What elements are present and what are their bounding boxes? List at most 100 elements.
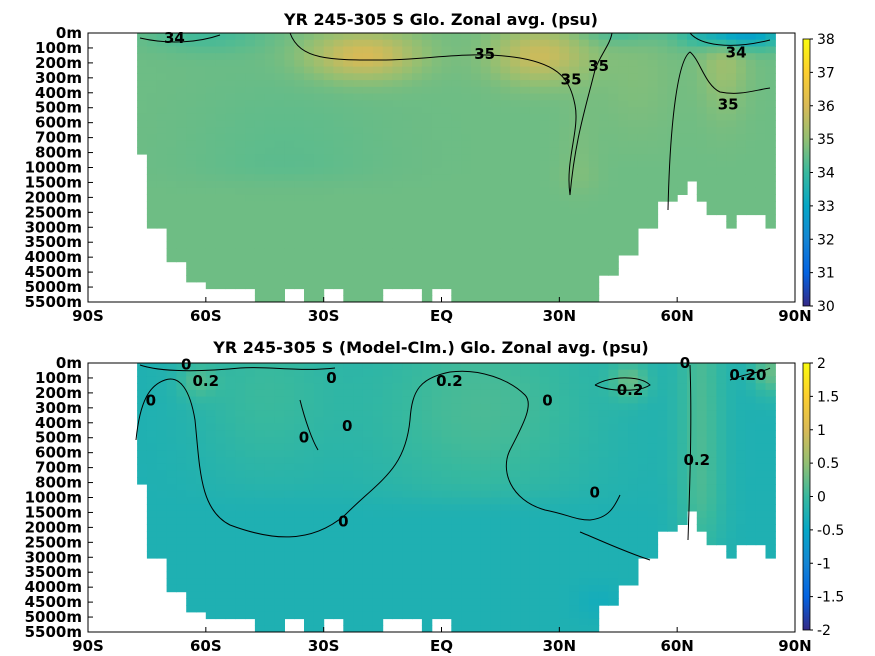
heatmap-cell: [304, 531, 315, 539]
heatmap-cell: [451, 113, 462, 121]
heatmap-cell: [618, 187, 629, 195]
heatmap-cell: [215, 537, 227, 546]
heatmap-cell: [687, 33, 698, 41]
heatmap-cell: [264, 437, 276, 445]
heatmap-cell: [755, 160, 767, 169]
heatmap-cell: [421, 517, 433, 525]
heatmap-cell: [392, 275, 403, 283]
heatmap-cell: [549, 369, 560, 377]
heatmap-cell: [755, 194, 767, 202]
heatmap-cell: [362, 463, 374, 472]
heatmap-cell: [431, 396, 443, 404]
heatmap-cell: [618, 551, 629, 559]
heatmap-cell: [765, 113, 776, 121]
heatmap-cell: [598, 66, 609, 74]
heatmap-cell: [137, 39, 148, 47]
heatmap-cell: [637, 443, 649, 451]
heatmap-cell: [667, 470, 678, 478]
heatmap-cell: [254, 207, 266, 216]
heatmap-cell: [343, 497, 354, 505]
heatmap-cell: [421, 154, 433, 162]
heatmap-cell: [245, 234, 256, 243]
heatmap-cell: [343, 46, 354, 54]
heatmap-cell: [353, 160, 364, 169]
heatmap-cell: [618, 53, 629, 61]
heatmap-cell: [313, 194, 325, 202]
heatmap-cell: [353, 221, 364, 229]
heatmap-cell: [520, 410, 531, 418]
heatmap-cell: [294, 214, 305, 222]
heatmap-cell: [215, 160, 227, 169]
heatmap-cell: [362, 120, 374, 128]
heatmap-cell: [362, 470, 374, 478]
heatmap-cell: [431, 66, 443, 74]
heatmap-cell: [471, 443, 482, 451]
heatmap-cell: [598, 261, 609, 269]
heatmap-cell: [264, 194, 276, 202]
heatmap-cell: [412, 383, 423, 391]
heatmap-cell: [333, 53, 344, 61]
heatmap-cell: [362, 598, 374, 606]
heatmap-cell: [716, 430, 727, 438]
heatmap-cell: [736, 376, 747, 384]
heatmap-cell: [451, 214, 462, 222]
heatmap-cell: [598, 147, 609, 155]
heatmap-cell: [480, 484, 492, 492]
heatmap-cell: [421, 430, 433, 438]
heatmap-cell: [559, 154, 570, 162]
heatmap-cell: [343, 174, 354, 182]
heatmap-cell: [647, 383, 659, 391]
heatmap-cell: [264, 517, 276, 525]
heatmap-cell: [520, 107, 531, 115]
heatmap-cell: [225, 221, 236, 229]
heatmap-cell: [559, 228, 570, 236]
heatmap-cell: [628, 437, 639, 445]
heatmap-cell: [529, 221, 541, 229]
heatmap-cell: [598, 93, 609, 101]
heatmap-cell: [745, 470, 757, 478]
heatmap-cell: [549, 180, 560, 189]
heatmap-cell: [382, 517, 393, 525]
heatmap-cell: [245, 254, 256, 263]
heatmap-cell: [176, 86, 187, 95]
heatmap-cell: [588, 187, 600, 195]
heatmap-cell: [677, 369, 688, 377]
heatmap-cell: [431, 605, 443, 613]
heatmap-cell: [186, 584, 197, 593]
heatmap-cell: [196, 120, 207, 128]
heatmap-cell: [274, 66, 285, 74]
heatmap-cell: [637, 363, 649, 371]
heatmap-cell: [402, 154, 413, 162]
heatmap-cell: [608, 517, 619, 525]
heatmap-cell: [520, 490, 531, 499]
x-tick-label: 60N: [660, 637, 693, 655]
heatmap-cell: [745, 154, 757, 162]
heatmap-cell: [569, 113, 580, 121]
heatmap-cell: [362, 254, 374, 263]
heatmap-cell: [628, 214, 639, 222]
heatmap-cell: [687, 107, 698, 115]
heatmap-cell: [137, 443, 148, 451]
heatmap-cell: [539, 369, 551, 377]
heatmap-cell: [186, 383, 197, 391]
heatmap-cell: [608, 383, 619, 391]
heatmap-cell: [500, 591, 511, 599]
heatmap-cell: [372, 584, 384, 593]
heatmap-cell: [696, 450, 708, 458]
heatmap-cell: [579, 470, 590, 478]
heatmap-cell: [510, 160, 521, 169]
heatmap-cell: [441, 214, 452, 222]
heatmap-cell: [284, 598, 295, 606]
heatmap-cell: [520, 403, 531, 411]
heatmap-cell: [353, 187, 364, 195]
heatmap-cell: [549, 510, 560, 519]
heatmap-cell: [579, 241, 590, 249]
heatmap-cell: [745, 396, 757, 404]
heatmap-cell: [186, 564, 197, 573]
heatmap-cell: [461, 457, 472, 465]
heatmap-cell: [343, 221, 354, 229]
heatmap-cell: [628, 571, 639, 579]
heatmap-cell: [323, 261, 335, 269]
heatmap-cell: [362, 100, 374, 108]
heatmap-cell: [667, 524, 678, 532]
